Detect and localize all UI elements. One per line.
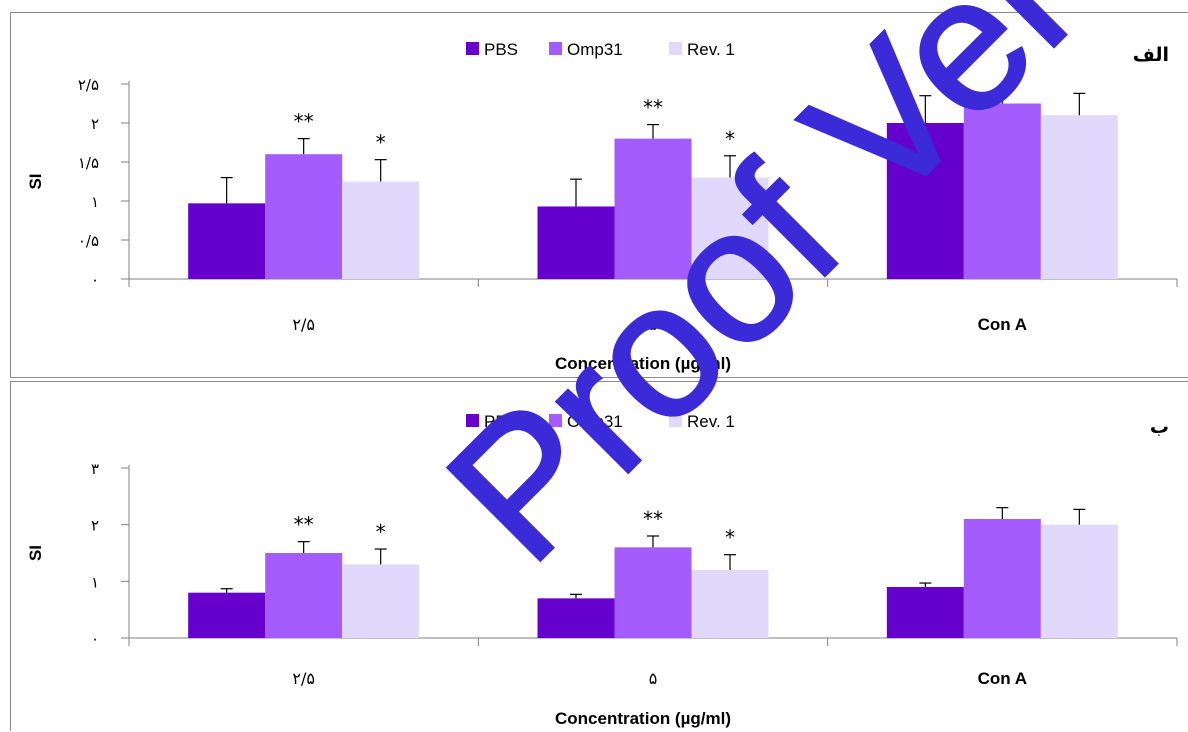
- bar-omp31-1: [614, 138, 692, 279]
- legend-label: PBS: [484, 412, 518, 431]
- y-tick-label: ۱: [91, 193, 99, 211]
- legend-swatch: [466, 42, 479, 55]
- bar-pbs-0: [188, 203, 266, 279]
- bar-rev-1-2: [1040, 115, 1118, 279]
- bar-rev-1-1: [691, 177, 769, 279]
- y-tick-label: ۰: [91, 271, 99, 289]
- bar-omp31-2: [963, 519, 1041, 638]
- x-category-label: ۵: [649, 669, 658, 688]
- legend-label: Omp31: [567, 412, 623, 431]
- y-tick-label: ۰: [91, 630, 99, 648]
- x-category-label: Con A: [978, 315, 1027, 334]
- x-category-label: ۲/۵: [292, 315, 315, 334]
- x-category-label: Con A: [978, 669, 1027, 688]
- bar-pbs-1: [537, 598, 615, 638]
- significance-mark: **: [294, 110, 314, 134]
- bar-rev-1-0: [342, 181, 420, 279]
- legend-label: PBS: [484, 40, 518, 59]
- y-axis-title: SI: [26, 545, 45, 561]
- bar-pbs-2: [886, 123, 964, 279]
- bar-omp31-1: [614, 547, 692, 638]
- y-tick-label: ۱: [91, 573, 99, 591]
- bar-rev-1-1: [691, 570, 769, 638]
- legend-swatch: [549, 414, 562, 427]
- x-axis-title: Concentration (µg/ml): [555, 354, 731, 373]
- y-tick-label: ۳: [91, 460, 99, 478]
- bar-pbs-0: [188, 592, 266, 638]
- y-axis-title: SI: [26, 173, 45, 189]
- bar-rev-1-2: [1040, 524, 1118, 638]
- legend-label: Omp31: [567, 40, 623, 59]
- significance-mark: **: [643, 507, 663, 531]
- y-tick-label: ۲/۵: [78, 76, 99, 94]
- chart-panel-a: ۰ ۰/۵ ۱ ۱/۵ ۲ ۲/۵ ۲/۵ ۵ Con A ** * ** * SI Concentrati…: [10, 12, 1188, 378]
- legend-swatch: [549, 42, 562, 55]
- significance-mark: **: [643, 96, 663, 120]
- y-tick-label: ۱/۵: [78, 154, 99, 172]
- significance-mark: *: [725, 127, 735, 151]
- bar-rev-1-0: [342, 564, 420, 638]
- x-axis-title: Concentration (µg/ml): [555, 709, 731, 728]
- chart-panel-b: ۰ ۱ ۲ ۳ ۲/۵ ۵ Con A ** * ** * SI Concentration (µg/m…: [10, 381, 1188, 731]
- chart-a-svg: ۰۰/۵۱۱/۵۲۲/۵۲/۵ ۵ Con A******SIConcentrati…: [26, 40, 1178, 373]
- bar-omp31-0: [265, 154, 343, 279]
- legend-swatch: [466, 414, 479, 427]
- x-category-label: ۵: [649, 315, 658, 334]
- bar-omp31-0: [265, 553, 343, 638]
- legend-swatch: [669, 414, 682, 427]
- legend-swatch: [669, 42, 682, 55]
- significance-mark: **: [294, 513, 314, 537]
- y-tick-label: ۰/۵: [78, 232, 99, 250]
- bar-pbs-1: [537, 206, 615, 279]
- significance-mark: *: [725, 526, 735, 550]
- significance-mark: *: [376, 131, 386, 155]
- x-category-label: ۲/۵: [292, 669, 315, 688]
- legend-label: Rev. 1: [687, 40, 735, 59]
- panel-label: ب: [1150, 416, 1169, 438]
- significance-mark: *: [376, 520, 386, 544]
- y-tick-label: ۲: [91, 115, 99, 133]
- panel-label: الف: [1133, 44, 1169, 66]
- y-tick-label: ۲: [91, 517, 99, 535]
- legend-label: Rev. 1: [687, 412, 735, 431]
- bar-pbs-2: [886, 587, 964, 638]
- bar-omp31-2: [963, 103, 1041, 279]
